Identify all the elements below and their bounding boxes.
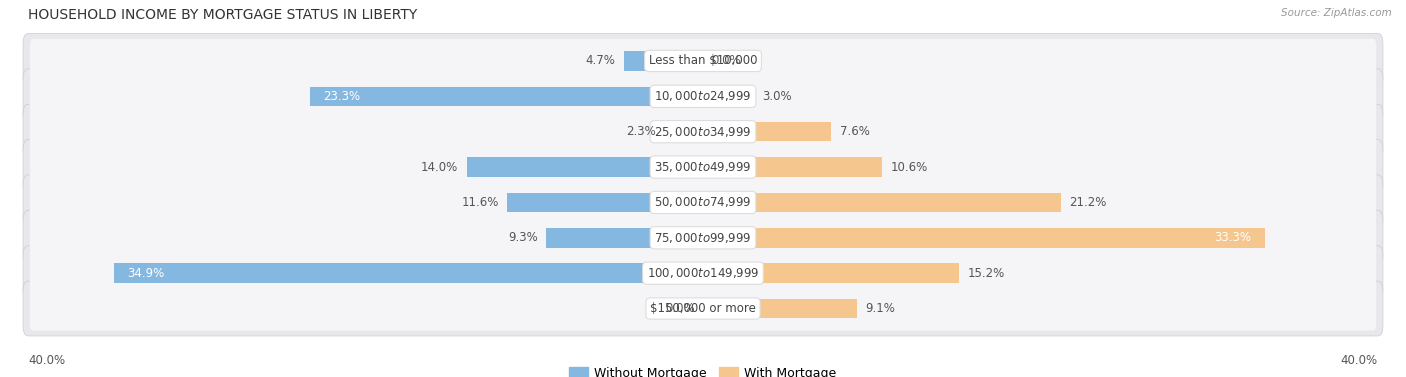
Text: 14.0%: 14.0%: [422, 161, 458, 173]
FancyBboxPatch shape: [30, 287, 1376, 331]
FancyBboxPatch shape: [30, 180, 1376, 225]
Legend: Without Mortgage, With Mortgage: Without Mortgage, With Mortgage: [564, 362, 842, 377]
FancyBboxPatch shape: [30, 39, 1376, 83]
FancyBboxPatch shape: [22, 34, 1384, 88]
Text: 9.3%: 9.3%: [508, 231, 537, 244]
FancyBboxPatch shape: [22, 210, 1384, 265]
Text: 7.6%: 7.6%: [839, 125, 869, 138]
FancyBboxPatch shape: [30, 216, 1376, 260]
Bar: [703, 228, 1265, 248]
Bar: [703, 87, 754, 106]
Bar: [546, 228, 703, 248]
Text: 2.3%: 2.3%: [626, 125, 655, 138]
Bar: [703, 193, 1060, 212]
Text: $75,000 to $99,999: $75,000 to $99,999: [654, 231, 752, 245]
Text: 3.0%: 3.0%: [762, 90, 792, 103]
FancyBboxPatch shape: [22, 139, 1384, 195]
Bar: [624, 51, 703, 70]
Text: 0.0%: 0.0%: [711, 54, 741, 67]
Bar: [309, 87, 703, 106]
FancyBboxPatch shape: [22, 175, 1384, 230]
Text: $25,000 to $34,999: $25,000 to $34,999: [654, 125, 752, 139]
Text: $150,000 or more: $150,000 or more: [650, 302, 756, 315]
Text: 40.0%: 40.0%: [28, 354, 65, 367]
Text: Source: ZipAtlas.com: Source: ZipAtlas.com: [1281, 8, 1392, 18]
Bar: [508, 193, 703, 212]
Text: 15.2%: 15.2%: [967, 267, 1005, 280]
FancyBboxPatch shape: [22, 246, 1384, 300]
Bar: [703, 157, 882, 177]
FancyBboxPatch shape: [22, 281, 1384, 336]
Bar: [114, 264, 703, 283]
Text: $50,000 to $74,999: $50,000 to $74,999: [654, 195, 752, 209]
Bar: [664, 122, 703, 141]
Text: $100,000 to $149,999: $100,000 to $149,999: [647, 266, 759, 280]
Text: $10,000 to $24,999: $10,000 to $24,999: [654, 89, 752, 103]
Text: 34.9%: 34.9%: [128, 267, 165, 280]
Text: 23.3%: 23.3%: [323, 90, 360, 103]
FancyBboxPatch shape: [30, 110, 1376, 154]
Text: 21.2%: 21.2%: [1069, 196, 1107, 209]
FancyBboxPatch shape: [30, 145, 1376, 189]
Text: $35,000 to $49,999: $35,000 to $49,999: [654, 160, 752, 174]
Bar: [467, 157, 703, 177]
Bar: [703, 122, 831, 141]
FancyBboxPatch shape: [22, 69, 1384, 124]
Bar: [703, 299, 856, 318]
Text: 11.6%: 11.6%: [461, 196, 499, 209]
FancyBboxPatch shape: [22, 104, 1384, 159]
Text: 33.3%: 33.3%: [1215, 231, 1251, 244]
FancyBboxPatch shape: [30, 74, 1376, 118]
Text: 10.6%: 10.6%: [890, 161, 928, 173]
Text: 0.0%: 0.0%: [665, 302, 695, 315]
Text: 4.7%: 4.7%: [585, 54, 616, 67]
Text: 9.1%: 9.1%: [865, 302, 894, 315]
Text: Less than $10,000: Less than $10,000: [648, 54, 758, 67]
Bar: [703, 264, 959, 283]
Text: 40.0%: 40.0%: [1341, 354, 1378, 367]
FancyBboxPatch shape: [30, 251, 1376, 295]
Text: HOUSEHOLD INCOME BY MORTGAGE STATUS IN LIBERTY: HOUSEHOLD INCOME BY MORTGAGE STATUS IN L…: [28, 8, 418, 21]
